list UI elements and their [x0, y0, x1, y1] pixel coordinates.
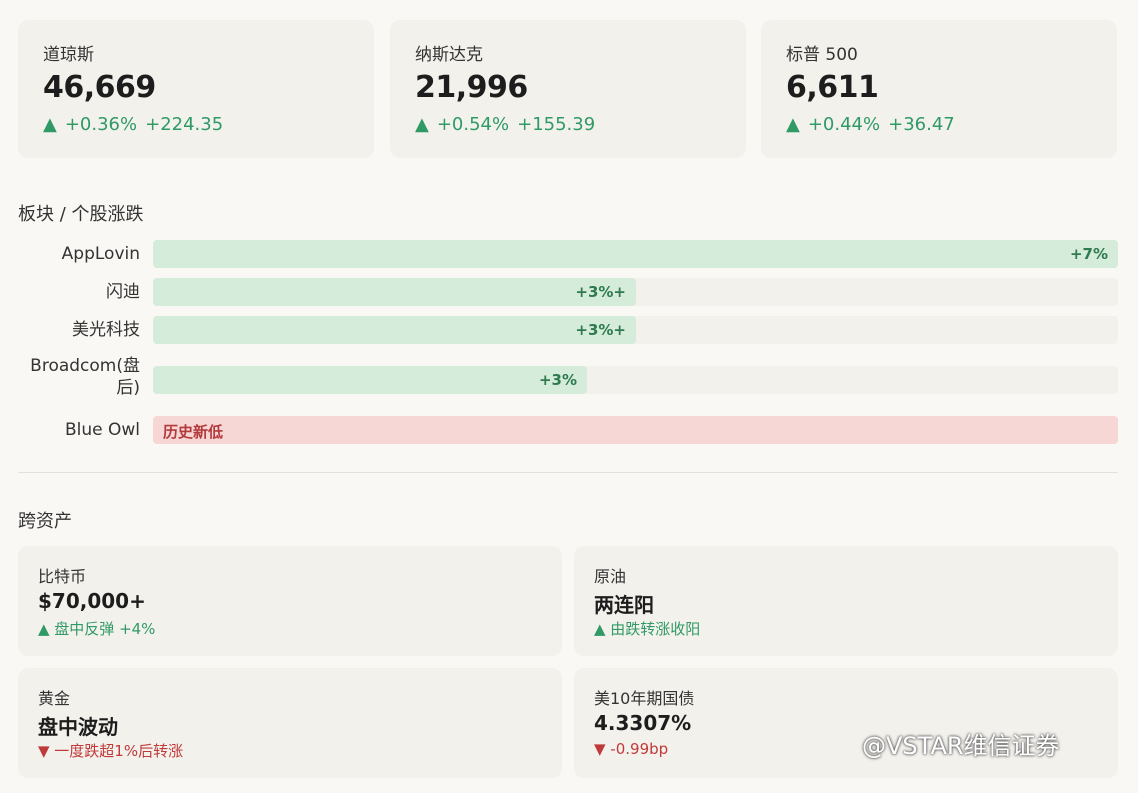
index-pct: +0.54% — [436, 114, 510, 135]
asset-note: ▲ 由跌转涨收阳 — [594, 620, 701, 638]
asset-name: 原油 — [594, 567, 627, 586]
index-card-nasdaq: 纳斯达克 21,996 ▲ +0.54% +155.39 — [390, 20, 746, 158]
bar-value: +3%+ — [575, 321, 626, 339]
bar-value: +7% — [1069, 245, 1108, 263]
bar-label: Blue Owl — [64, 420, 140, 440]
watermark: @VSTAR维信证券 — [862, 732, 1060, 760]
bar-value: +3%+ — [575, 283, 626, 301]
asset-note: ▲ 盘中反弹 +4% — [38, 620, 156, 638]
index-pts: +36.47 — [888, 114, 955, 135]
bar-label-line1: Broadcom(盘 — [30, 356, 140, 376]
bar-fill: +3% — [153, 366, 587, 394]
index-card-dow: 道琼斯 46,669 ▲ +0.36% +224.35 — [18, 20, 374, 158]
asset-note: ▼ -0.99bp — [594, 740, 669, 758]
index-pts: +224.35 — [145, 114, 224, 135]
index-name: 纳斯达克 — [415, 45, 483, 65]
bar-fill: 历史新低 — [153, 416, 1118, 444]
index-cards: 道琼斯 46,669 ▲ +0.36% +224.35 纳斯达克 21,996 ▲ +… — [18, 20, 1118, 160]
index-card-sp500: 标普 500 6,611 ▲ +0.44% +36.47 — [761, 20, 1117, 158]
bar-track: +7% — [153, 240, 1118, 268]
bar-track: +3%+ — [153, 316, 1118, 344]
asset-card-us10y: 美10年期国债 4.3307% ▼ -0.99bp — [574, 668, 1118, 778]
asset-name: 美10年期国债 — [594, 689, 695, 708]
index-pct: +0.44% — [807, 114, 881, 135]
index-pts: +155.39 — [517, 114, 596, 135]
asset-value: 4.3307% — [594, 711, 692, 735]
asset-value: 两连阳 — [594, 593, 654, 617]
bar-value: 历史新低 — [163, 423, 224, 441]
asset-card-crude-oil: 原油 两连阳 ▲ 由跌转涨收阳 — [574, 546, 1118, 656]
cross-asset-title: 跨资产 — [18, 511, 72, 532]
bar-fill: +3%+ — [153, 278, 636, 306]
bar-label: 闪迪 — [106, 282, 140, 302]
index-value: 46,669 — [43, 70, 156, 105]
asset-note: ▼ 一度跌超1%后转涨 — [38, 742, 184, 760]
index-change: ▲ +0.36% +224.35 — [43, 114, 231, 135]
asset-value: $70,000+ — [38, 589, 146, 613]
bar-fill: +7% — [153, 240, 1118, 268]
asset-name: 比特币 — [38, 567, 87, 586]
bar-label: AppLovin — [61, 244, 140, 264]
index-pct: +0.36% — [64, 114, 138, 135]
index-change: ▲ +0.54% +155.39 — [415, 114, 603, 135]
up-arrow-icon: ▲ — [786, 114, 800, 135]
up-arrow-icon: ▲ — [43, 114, 57, 135]
asset-card-gold: 黄金 盘中波动 ▼ 一度跌超1%后转涨 — [18, 668, 562, 778]
bar-track: +3% — [153, 366, 1118, 394]
asset-card-bitcoin: 比特币 $70,000+ ▲ 盘中反弹 +4% — [18, 546, 562, 656]
asset-value: 盘中波动 — [38, 715, 118, 739]
up-arrow-icon: ▲ — [415, 114, 429, 135]
index-name: 标普 500 — [786, 45, 858, 65]
bar-value: +3% — [538, 371, 577, 389]
bar-label: Broadcom(盘 后) — [30, 355, 140, 399]
index-value: 21,996 — [415, 70, 528, 105]
bar-fill: +3%+ — [153, 316, 636, 344]
bar-track: +3%+ — [153, 278, 1118, 306]
index-value: 6,611 — [786, 70, 879, 105]
index-change: ▲ +0.44% +36.47 — [786, 114, 963, 135]
bar-label: 美光科技 — [72, 320, 140, 340]
sector-title: 板块 / 个股涨跌 — [18, 204, 144, 225]
divider — [18, 472, 1118, 473]
asset-name: 黄金 — [38, 689, 71, 708]
bar-track: 历史新低 — [153, 416, 1118, 444]
bar-label-line2: 后) — [116, 378, 140, 398]
index-name: 道琼斯 — [43, 45, 94, 65]
